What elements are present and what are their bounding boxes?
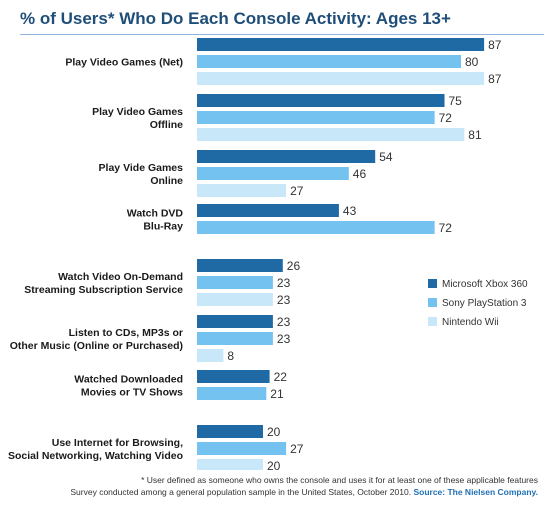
value-label-microsoft-xbox-360-5: 26 — [287, 259, 301, 273]
value-label-sony-playstation-3-1: 80 — [465, 55, 479, 69]
bar-microsoft-xbox-360-5 — [197, 259, 283, 272]
value-label-microsoft-xbox-360-4: 43 — [343, 204, 357, 218]
bar-microsoft-xbox-360-7 — [197, 370, 270, 383]
value-label-microsoft-xbox-360-6: 23 — [277, 315, 291, 329]
value-label-nintendo-wii-5: 23 — [277, 293, 291, 307]
title-divider — [20, 34, 544, 35]
source-text: Source: The Nielsen Company. — [413, 487, 538, 497]
value-label-sony-playstation-3-4: 72 — [439, 221, 453, 235]
labels-layer: Play Video Games (Net) 87 80 87 Play Video G… — [8, 38, 502, 470]
bar-microsoft-xbox-360-6 — [197, 315, 273, 328]
value-label-nintendo-wii-8: 20 — [267, 459, 281, 470]
bar-microsoft-xbox-360-1 — [197, 38, 485, 51]
value-label-sony-playstation-3-8: 27 — [290, 442, 304, 456]
bar-microsoft-xbox-360-3 — [197, 150, 376, 163]
legend-swatch-nintendo-wii — [428, 317, 437, 326]
value-label-nintendo-wii-3: 27 — [290, 184, 304, 198]
value-label-nintendo-wii-1: 87 — [488, 72, 502, 86]
category-label-use-internet-for-browsing-social-networking-watching-video: Use Internet for Browsing, Social Network… — [8, 437, 183, 462]
bar-nintendo-wii-6 — [197, 349, 224, 362]
value-label-microsoft-xbox-360-3: 54 — [379, 150, 393, 164]
value-label-sony-playstation-3-5: 23 — [277, 276, 291, 290]
value-label-microsoft-xbox-360-8: 20 — [267, 425, 281, 439]
bar-microsoft-xbox-360-4 — [197, 204, 339, 217]
category-label-play-video-games-net: Play Video Games (Net) — [65, 57, 183, 69]
bar-sony-playstation-3-5 — [197, 276, 273, 289]
bars-layer — [197, 38, 485, 470]
legend-label-microsoft-xbox-360: Microsoft Xbox 360 — [442, 279, 528, 290]
bar-nintendo-wii-8 — [197, 459, 263, 470]
bar-nintendo-wii-2 — [197, 128, 465, 141]
bar-chart: Play Video Games (Net) 87 80 87 Play Video G… — [8, 38, 528, 470]
bar-nintendo-wii-3 — [197, 184, 287, 197]
bar-sony-playstation-3-8 — [197, 442, 287, 455]
chart-title: % of Users* Who Do Each Console Activity… — [20, 9, 451, 28]
survey-note: Survey conducted among a general populat… — [6, 486, 538, 498]
value-label-sony-playstation-3-6: 23 — [277, 332, 291, 346]
bar-sony-playstation-3-7 — [197, 387, 267, 400]
bar-nintendo-wii-5 — [197, 293, 273, 306]
bar-microsoft-xbox-360-8 — [197, 425, 263, 438]
value-label-microsoft-xbox-360-2: 75 — [449, 94, 463, 108]
value-label-sony-playstation-3-2: 72 — [439, 111, 453, 125]
legend-label-nintendo-wii: Nintendo Wii — [442, 317, 499, 328]
category-label-watched-downloaded-movies-or-tv-shows: Watched Downloaded Movies or TV Shows — [74, 374, 183, 399]
bar-nintendo-wii-1 — [197, 72, 485, 85]
footnote: * User defined as someone who owns the c… — [141, 475, 538, 485]
category-label-watch-dvd-blu-ray: Watch DVD Blu-Ray — [127, 208, 184, 233]
bar-sony-playstation-3-4 — [197, 221, 435, 234]
value-label-sony-playstation-3-3: 46 — [353, 167, 367, 181]
bar-sony-playstation-3-2 — [197, 111, 435, 124]
category-label-watch-video-on-demand-streaming-subscription-service: Watch Video On-Demand Streaming Subscript… — [24, 271, 183, 296]
value-label-microsoft-xbox-360-1: 87 — [488, 38, 502, 52]
legend-swatch-sony-playstation-3 — [428, 298, 437, 307]
value-label-nintendo-wii-2: 81 — [468, 128, 482, 142]
chart-footer: * User defined as someone who owns the c… — [6, 474, 538, 498]
bar-sony-playstation-3-6 — [197, 332, 273, 345]
bar-sony-playstation-3-3 — [197, 167, 349, 180]
legend-label-sony-playstation-3: Sony PlayStation 3 — [442, 298, 527, 309]
category-label-listen-to-cds-mp3s-or-other-music-online-or-purchased: Listen to CDs, MP3s or Other Music (Onlin… — [10, 327, 183, 352]
value-label-nintendo-wii-6: 8 — [227, 349, 234, 363]
bar-microsoft-xbox-360-2 — [197, 94, 445, 107]
value-label-sony-playstation-3-7: 21 — [270, 387, 284, 401]
legend: Microsoft Xbox 360 Sony PlayStation 3 Nint… — [428, 279, 528, 328]
category-label-play-video-games-offline: Play Video Games Offline — [92, 106, 183, 131]
value-label-microsoft-xbox-360-7: 22 — [274, 370, 288, 384]
bar-sony-playstation-3-1 — [197, 55, 461, 68]
category-label-play-vide-games-online: Play Vide Games Online — [99, 162, 184, 187]
survey-text: Survey conducted among a general populat… — [70, 487, 412, 497]
legend-swatch-microsoft-xbox-360 — [428, 279, 437, 288]
